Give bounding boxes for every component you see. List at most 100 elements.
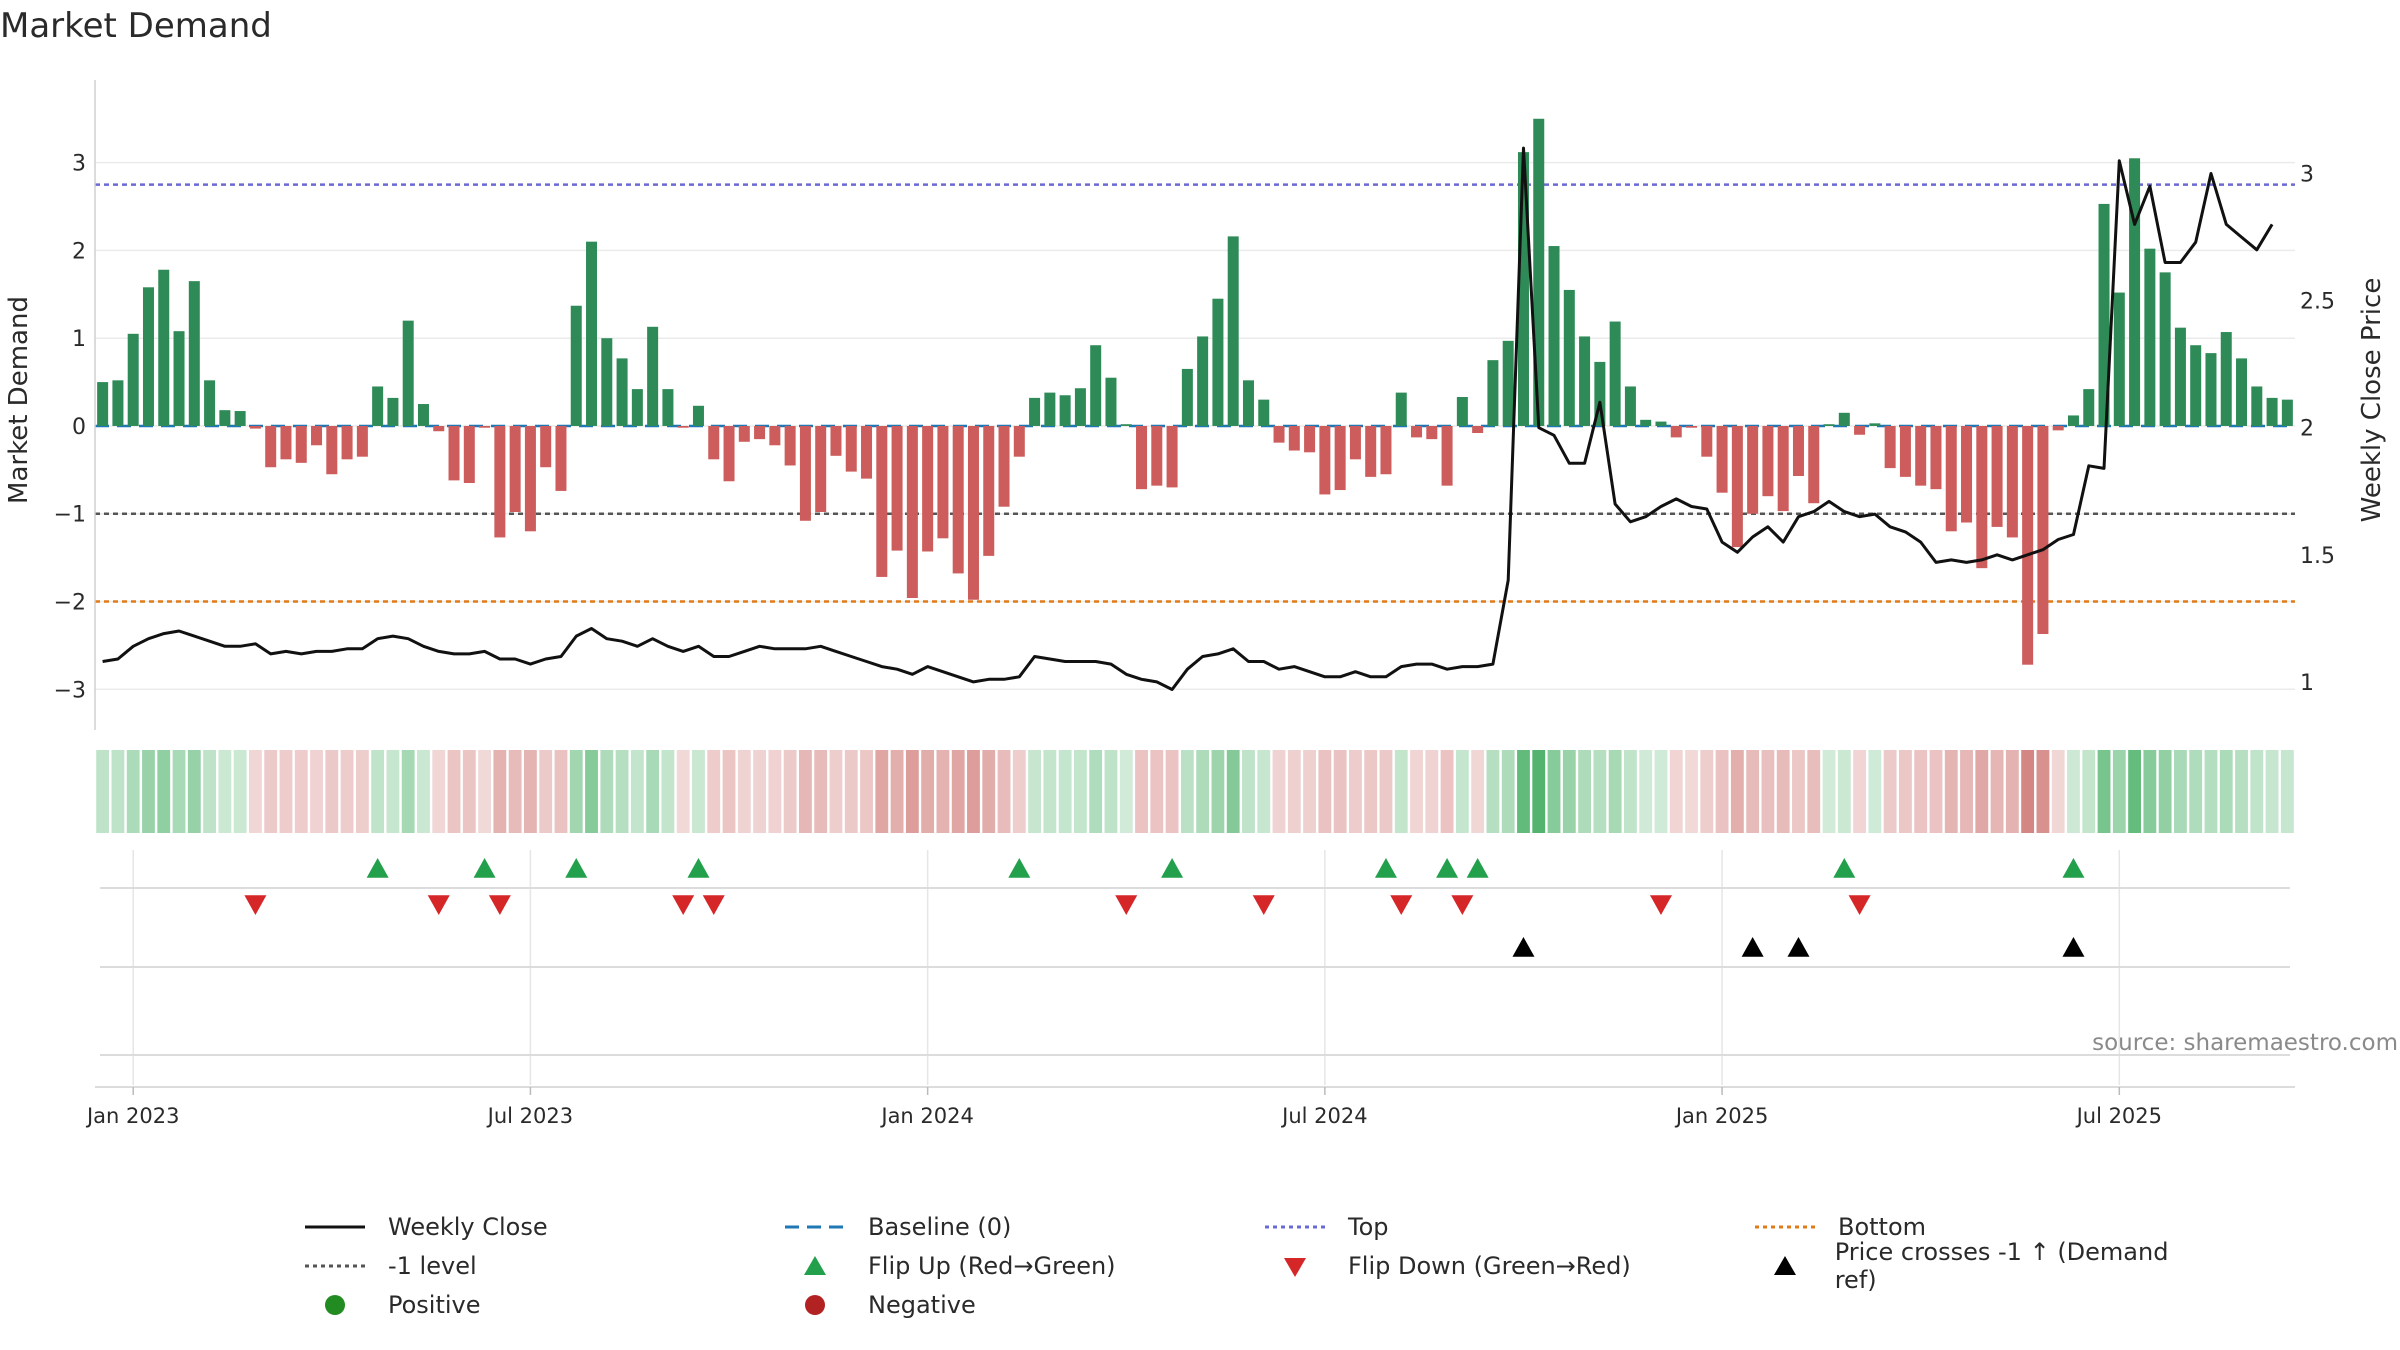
- demand-bar-positive: [1563, 289, 1575, 426]
- legend-item-cross: Price crosses -1 ↑ (Demand ref): [1750, 1238, 2200, 1294]
- heat-cell: [890, 750, 904, 833]
- heat-cell: [264, 750, 278, 833]
- y2-axis-label: Weekly Close Price: [2357, 278, 2387, 523]
- heat-cell: [1150, 750, 1164, 833]
- y2-tick-label: 1: [2300, 671, 2314, 696]
- heat-cell: [600, 750, 614, 833]
- heat-cell: [1792, 750, 1805, 833]
- y2-tick-label: 2: [2300, 417, 2314, 442]
- heat-cell: [875, 750, 889, 833]
- heat-cell: [2021, 750, 2035, 833]
- demand-bar-negative: [1365, 425, 1377, 477]
- demand-bar-negative: [876, 425, 888, 577]
- heat-cell: [707, 750, 721, 833]
- flip-down-marker: [672, 895, 695, 915]
- heat-cell: [493, 750, 507, 833]
- heat-strip: [96, 750, 2294, 833]
- heat-cell: [2005, 750, 2019, 833]
- demand-bar-negative: [1777, 425, 1789, 512]
- heat-cell: [737, 750, 751, 833]
- heat-cell: [340, 750, 354, 833]
- demand-bar-positive: [1456, 397, 1468, 426]
- flip-up-marker: [1008, 858, 1031, 878]
- demand-bar-positive: [1838, 412, 1850, 426]
- price-cross-marker: [1741, 937, 1764, 957]
- demand-bar-negative: [1304, 425, 1316, 453]
- demand-bar-negative: [1792, 425, 1804, 476]
- heat-cell: [524, 750, 537, 833]
- flip-down-marker: [702, 895, 725, 915]
- heat-cell: [1990, 750, 2004, 833]
- demand-bar-positive: [417, 404, 429, 426]
- heat-cell: [294, 750, 308, 833]
- demand-bar-negative: [249, 425, 261, 429]
- demand-bar-negative: [280, 425, 292, 460]
- demand-bar-negative: [983, 425, 995, 556]
- heat-cell: [1746, 750, 1760, 833]
- heat-cell: [111, 750, 125, 833]
- close-line-layer: [102, 146, 2274, 691]
- flip-down-marker: [1451, 895, 1474, 915]
- demand-bar-positive: [1579, 336, 1591, 426]
- heat-cell: [1012, 750, 1026, 833]
- heat-cell: [1364, 750, 1378, 833]
- demand-bar-positive: [402, 320, 414, 426]
- demand-bar-positive: [2251, 386, 2263, 426]
- heat-cell: [1517, 750, 1530, 833]
- flip-up-marker: [687, 858, 710, 878]
- demand-bar-negative: [433, 425, 445, 432]
- legend-item-flip_down: Flip Down (Green→Red): [1260, 1249, 1631, 1283]
- heat-cell: [2097, 750, 2111, 833]
- heat-cell: [1730, 750, 1744, 833]
- heat-cell: [768, 750, 782, 833]
- heat-cell: [1425, 750, 1439, 833]
- demand-bar-positive: [2144, 248, 2156, 426]
- heat-cell: [1028, 750, 1041, 833]
- heat-cell: [1608, 750, 1622, 833]
- demand-bar-negative: [311, 425, 323, 446]
- demand-bar-negative: [2037, 425, 2049, 634]
- demand-bar-positive: [1609, 321, 1621, 426]
- demand-bar-positive: [1502, 340, 1514, 426]
- demand-bar-positive: [2281, 399, 2293, 426]
- demand-bar-negative: [1854, 425, 1866, 435]
- heat-cell: [2067, 750, 2080, 833]
- heat-cell: [279, 750, 293, 833]
- legend-swatch-close: [305, 1225, 365, 1229]
- legend-mark-cross: [1774, 1256, 1796, 1275]
- demand-bar-positive: [2067, 415, 2079, 426]
- y2-tick-label: 2.5: [2300, 290, 2335, 315]
- demand-bar-positive: [570, 305, 582, 426]
- heat-cell: [2143, 750, 2157, 833]
- heat-cell: [1303, 750, 1316, 833]
- heat-cell: [2204, 750, 2218, 833]
- heat-cell: [2158, 750, 2172, 833]
- heat-cell: [1929, 750, 1943, 833]
- legend-mark-dot_negative: [805, 1295, 825, 1315]
- heat-cell: [1257, 750, 1271, 833]
- heat-cell: [1486, 750, 1500, 833]
- heat-cell: [1868, 750, 1882, 833]
- legend-label: Bottom: [1838, 1213, 1927, 1241]
- demand-bar-negative: [494, 425, 506, 538]
- demand-bar-positive: [2266, 397, 2278, 426]
- legend-item-bottom: Bottom: [1750, 1210, 1926, 1244]
- demand-bar-negative: [1472, 425, 1484, 433]
- heat-cell: [172, 750, 186, 833]
- demand-bar-positive: [2220, 332, 2232, 426]
- heat-cell: [844, 750, 858, 833]
- y2-tick-label: 3: [2300, 163, 2314, 188]
- demand-bar-negative: [295, 425, 307, 463]
- heat-cell: [2235, 750, 2248, 833]
- demand-bar-positive: [2098, 203, 2110, 426]
- heat-cell: [1624, 750, 1637, 833]
- flip-down-marker: [1390, 895, 1413, 915]
- price-cross-marker: [2062, 937, 2085, 957]
- demand-bar-positive: [1869, 423, 1881, 426]
- demand-bar-positive: [2236, 358, 2248, 426]
- heat-cell: [630, 750, 644, 833]
- heat-cell: [218, 750, 232, 833]
- demand-bar-positive: [692, 405, 704, 426]
- flip-down-marker: [488, 895, 511, 915]
- flip-up-marker: [1833, 858, 1856, 878]
